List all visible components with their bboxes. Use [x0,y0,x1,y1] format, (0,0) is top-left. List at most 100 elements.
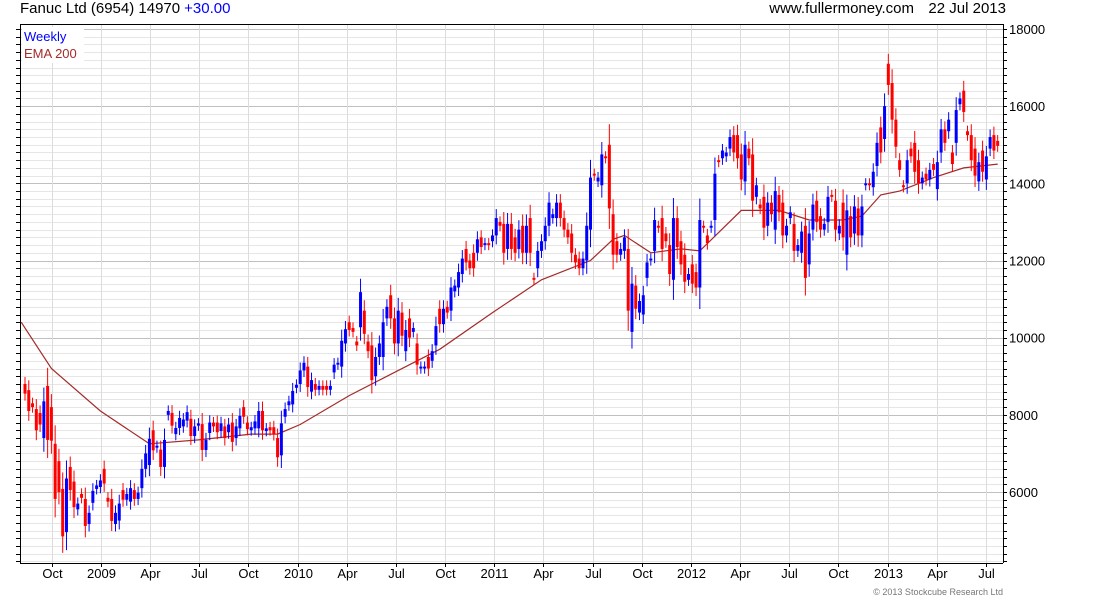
candle-body [607,144,611,209]
candle-body [705,235,709,244]
candle [400,302,404,347]
candle [336,357,340,370]
candle-body [208,422,212,433]
candle-body [370,345,374,381]
candle-body [543,225,547,242]
candle [822,217,826,236]
candle [841,189,845,251]
candle-body [641,295,645,315]
candle [475,231,479,261]
candle-body [539,241,543,251]
legend: Weekly EMA 200 [22,27,84,63]
candle [962,80,966,122]
candle-body [690,264,694,284]
candle-body [355,341,359,346]
candle-body [430,351,434,361]
candle [151,420,155,460]
candle [457,263,461,297]
candle [687,267,691,286]
candle [781,189,785,249]
candle [607,124,611,229]
candle [611,199,615,270]
candle [585,212,589,274]
candle [144,444,148,478]
candle-body [415,343,419,365]
candle [91,483,95,511]
candle [261,401,265,440]
candle [800,221,804,263]
x-tick-label: Apr [140,566,161,581]
candle-body [867,183,871,186]
candle-body [781,202,785,236]
candle [423,361,427,374]
candle [705,228,709,250]
candle-body [841,202,845,238]
candle-body [332,364,336,373]
x-tick-label: Oct [828,566,849,581]
candle [200,413,204,462]
candle-body [754,185,758,197]
candle [950,144,954,172]
candle [374,347,378,386]
candle-body [777,194,781,213]
candle-body [302,362,306,371]
candle-body [117,503,121,521]
candle [811,193,815,241]
x-tick-label: 2009 [87,566,116,581]
candle [747,141,751,166]
candle [159,440,163,476]
candle-body [325,385,329,390]
y-tick-label: 14000 [1009,176,1045,191]
candle-body [366,341,370,352]
candle [671,198,675,300]
candle [279,410,283,468]
candle [147,427,151,477]
candle-body [321,385,325,390]
candle [155,440,159,453]
candle-body [871,171,875,188]
price-change: +30.00 [184,0,231,17]
candle [883,93,887,152]
x-tick-label: Apr [337,566,358,581]
candle [762,184,766,241]
candle-body [769,202,773,215]
candle [460,250,464,283]
candle [996,135,1000,152]
candle [140,459,144,498]
candle [328,380,332,396]
candle-body [80,493,84,498]
candle [355,335,359,351]
candle-body [905,160,909,184]
candle [227,417,231,439]
candle [509,212,513,260]
candle-body [472,252,476,269]
candle-body [638,301,642,313]
candle-body [404,329,408,352]
candle-body [649,258,653,261]
candle [532,272,536,285]
candle [713,157,717,237]
candle [72,470,76,519]
candle [53,425,57,518]
candle [332,358,336,379]
candle [310,372,314,400]
candle [430,344,434,368]
site-link[interactable]: www.fullermoney.com [769,0,914,17]
candle [852,195,856,245]
candle-body [977,162,981,182]
candle-body [969,135,973,161]
candle-body [864,183,868,186]
candle [589,159,592,248]
candle-body [785,225,789,236]
candle-body [766,202,770,226]
candle-body [110,498,114,521]
candle-body [939,129,943,153]
candle [528,204,532,267]
candle [49,394,53,454]
candle-body [219,423,223,432]
candle [449,277,453,322]
candle-body [359,292,363,328]
candle [483,238,487,251]
candle-body [992,135,996,151]
candle-body [212,422,215,427]
